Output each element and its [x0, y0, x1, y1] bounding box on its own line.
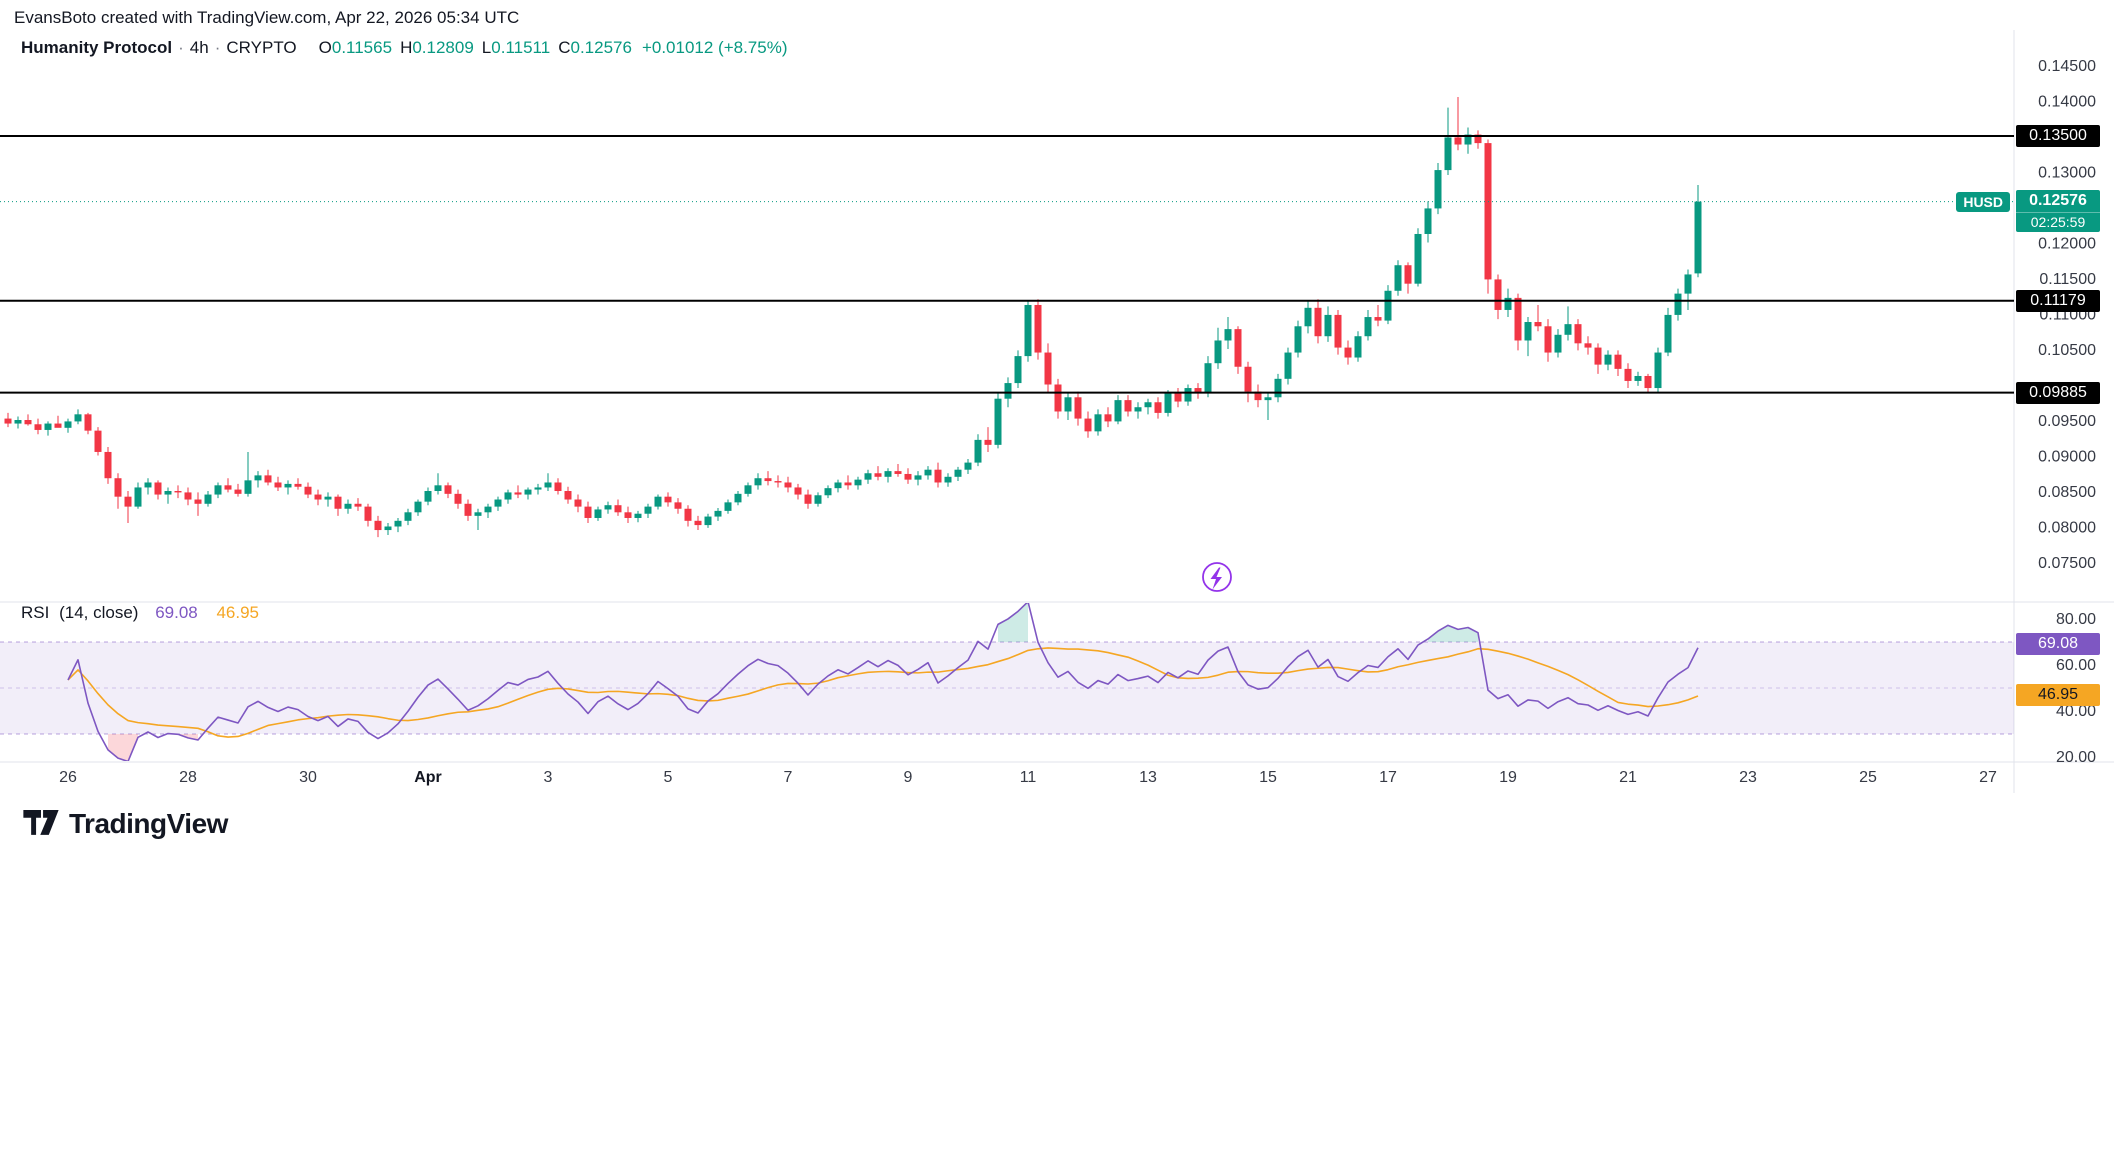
svg-text:0.08000: 0.08000 [2038, 520, 2096, 537]
close-label: C [558, 38, 571, 57]
svg-text:15: 15 [1259, 769, 1277, 786]
svg-text:40.00: 40.00 [2056, 703, 2096, 720]
tradingview-logo: TradingView [23, 808, 228, 840]
ohlc-values: O0.11565 H0.12809 L0.11511 C0.12576 [311, 38, 632, 57]
svg-text:0.13000: 0.13000 [2038, 165, 2096, 182]
svg-text:26: 26 [59, 769, 77, 786]
exchange-label: CRYPTO [226, 38, 297, 57]
rsi-value: 69.08 [155, 603, 198, 622]
svg-text:27: 27 [1979, 769, 1997, 786]
svg-text:25: 25 [1859, 769, 1877, 786]
svg-text:80.00: 80.00 [2056, 611, 2096, 628]
svg-text:60.00: 60.00 [2056, 657, 2096, 674]
svg-text:28: 28 [179, 769, 197, 786]
rsi-line [67, 603, 1699, 761]
high-label: H [400, 38, 413, 57]
symbol-name: Humanity Protocol [21, 38, 173, 57]
rsi-value-badge: 69.08 [2016, 633, 2100, 655]
low-value: 0.11511 [491, 38, 551, 57]
attribution-text: EvansBoto created with TradingView.com, … [14, 8, 520, 27]
svg-text:23: 23 [1739, 769, 1757, 786]
svg-text:3: 3 [544, 769, 553, 786]
price-axis-labels: 0.145000.140000.130000.120000.115000.110… [2038, 58, 2096, 766]
svg-text:0.09000: 0.09000 [2038, 449, 2096, 466]
rsi-title: RSI [21, 603, 50, 622]
symbol-legend: Humanity Protocol · 4h · CRYPTO O0.11565 H0.12… [21, 38, 788, 58]
time-axis-labels: 26 28 30 Apr 3 5 7 9 11 13 15 17 19 21 23 25 27 [59, 769, 1997, 786]
lightning-icon[interactable] [1202, 562, 1232, 592]
svg-text:5: 5 [664, 769, 673, 786]
svg-text:0.11500: 0.11500 [2039, 271, 2096, 288]
ticker-badge: HUSD [1956, 192, 2010, 212]
candles-layer [4, 96, 1702, 538]
level-badge-09885: 0.09885 [2016, 382, 2100, 404]
close-value: 0.12576 [570, 38, 632, 57]
svg-text:Apr: Apr [414, 769, 442, 786]
rsi-ma-value-badge: 46.95 [2016, 684, 2100, 706]
rsi-ma-line [67, 647, 1699, 738]
svg-text:30: 30 [299, 769, 317, 786]
legend-separator: · [178, 38, 184, 57]
bar-countdown: 02:25:59 [2016, 212, 2100, 232]
level-badge-11179: 0.11179 [2016, 290, 2100, 312]
rsi-band [0, 641, 2014, 735]
rsi-legend: RSI (14, close) 69.08 46.95 [21, 603, 259, 623]
svg-text:13: 13 [1139, 769, 1157, 786]
svg-text:0.14000: 0.14000 [2038, 94, 2096, 111]
svg-text:0.10500: 0.10500 [2038, 342, 2096, 359]
last-price-badge: 0.12576 02:25:59 [2016, 190, 2100, 232]
time-scale[interactable] [0, 762, 2114, 793]
svg-text:0.08500: 0.08500 [2038, 484, 2096, 501]
svg-text:17: 17 [1379, 769, 1397, 786]
horizontal-line-drawings[interactable] [0, 135, 2014, 394]
rsi-ma-value: 46.95 [216, 603, 260, 622]
svg-text:21: 21 [1619, 769, 1637, 786]
low-label: L [481, 38, 492, 57]
last-price-value: 0.12576 [2029, 192, 2087, 209]
interval-label: 4h [189, 38, 209, 57]
svg-text:7: 7 [784, 769, 793, 786]
rsi-plot [67, 603, 1699, 761]
tradingview-logo-text: TradingView [69, 808, 228, 839]
chart-canvas[interactable]: 0.145000.140000.130000.120000.115000.110… [0, 0, 2114, 795]
open-label: O [318, 38, 332, 57]
svg-text:0.14500: 0.14500 [2038, 58, 2096, 75]
svg-text:0.12000: 0.12000 [2038, 236, 2096, 253]
open-value: 0.11565 [331, 38, 393, 57]
rsi-params: (14, close) [59, 603, 139, 622]
svg-text:0.09500: 0.09500 [2038, 413, 2096, 430]
svg-text:19: 19 [1499, 769, 1517, 786]
change-value: +0.01012 (+8.75%) [641, 38, 788, 57]
svg-text:0.07500: 0.07500 [2038, 555, 2096, 572]
high-value: 0.12809 [412, 38, 474, 57]
tradingview-logo-icon [23, 810, 59, 835]
svg-text:11: 11 [1020, 769, 1037, 786]
level-badge-13500: 0.13500 [2016, 125, 2100, 147]
svg-text:9: 9 [904, 769, 913, 786]
legend-separator: · [214, 38, 221, 57]
pane-separators [0, 30, 2114, 793]
svg-text:20.00: 20.00 [2056, 749, 2096, 766]
